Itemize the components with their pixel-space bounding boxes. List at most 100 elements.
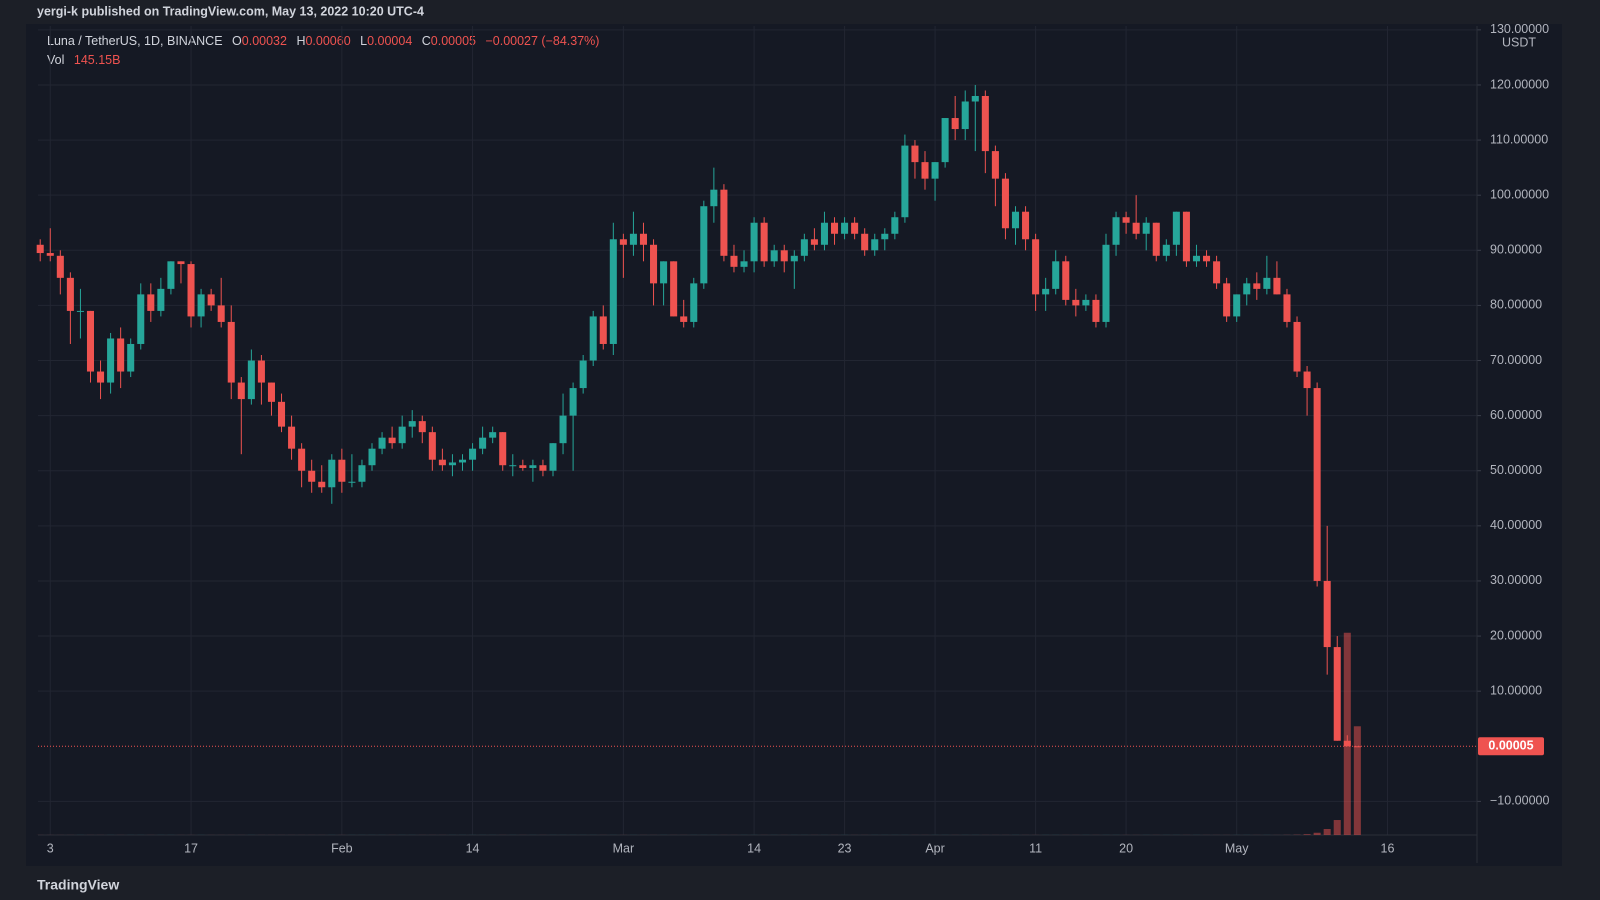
volume-legend: Vol 145.15B xyxy=(47,53,120,67)
candle-body xyxy=(86,310,95,372)
change: −0.00027 (−84.37%) xyxy=(485,34,599,48)
candle-body xyxy=(609,239,617,344)
candle-body xyxy=(1022,211,1030,240)
candle-body xyxy=(1062,261,1070,300)
candle-body xyxy=(458,459,467,463)
candle-body xyxy=(1213,261,1221,284)
candle-body xyxy=(750,222,758,262)
candle-body xyxy=(207,294,215,306)
candle-body xyxy=(227,321,235,383)
currency-label: USDT xyxy=(1502,35,1536,49)
candle-body xyxy=(107,338,115,383)
x-tick-label: Mar xyxy=(613,841,635,855)
byline: yergi-k published on TradingView.com, Ma… xyxy=(37,4,424,18)
candle-body xyxy=(800,239,808,256)
candle-body xyxy=(247,360,255,400)
candle-body xyxy=(770,250,778,262)
candle-body xyxy=(851,222,859,234)
candle-body xyxy=(36,244,44,254)
candle-body xyxy=(217,305,225,322)
candle-body xyxy=(1313,388,1321,581)
x-tick-label: 14 xyxy=(466,841,480,855)
candle-body xyxy=(1072,299,1080,306)
candle-body xyxy=(911,145,919,163)
candle-body xyxy=(328,459,336,488)
candle-body xyxy=(1223,283,1231,317)
ohlc-key: L xyxy=(360,34,367,48)
volume-bar xyxy=(1353,726,1361,835)
candle-body xyxy=(509,465,517,467)
candle-body xyxy=(428,432,436,460)
candle-body xyxy=(157,288,165,311)
candle-body xyxy=(931,162,939,179)
legend-line: Luna / TetherUS, 1D, BINANCE O0.00032 H0… xyxy=(47,34,599,48)
x-tick-label: Feb xyxy=(331,841,353,855)
candle-body xyxy=(760,222,768,262)
x-tick-label: 20 xyxy=(1119,841,1133,855)
candle-body xyxy=(599,316,607,344)
candle-body xyxy=(1203,255,1211,262)
candle-body xyxy=(1152,222,1160,256)
candle-body xyxy=(267,382,275,402)
candle-body xyxy=(951,118,959,130)
volume-value: 145.15B xyxy=(74,53,121,67)
candle-body xyxy=(790,255,798,262)
candle-body xyxy=(97,371,105,383)
candle-body xyxy=(1273,277,1281,295)
candle-body xyxy=(539,465,547,471)
candle-body xyxy=(991,151,999,179)
candle-body xyxy=(117,338,125,372)
candle-body xyxy=(147,294,155,311)
candle-body xyxy=(519,465,527,468)
ohlc-key: O xyxy=(232,34,242,48)
candle-body xyxy=(298,448,306,471)
y-tick-label: 110.00000 xyxy=(1490,132,1548,146)
candle-body xyxy=(278,401,286,427)
volume-bars xyxy=(36,632,1361,835)
candle-body xyxy=(1243,283,1251,295)
candle-body xyxy=(780,250,788,262)
candle-body xyxy=(559,415,567,444)
candle-body xyxy=(257,360,265,383)
candle-body xyxy=(76,310,84,312)
candle-body xyxy=(961,101,969,130)
grid xyxy=(38,26,1477,835)
candle-body xyxy=(469,448,477,460)
y-tick-label: 40.00000 xyxy=(1490,518,1542,532)
candle-body xyxy=(1001,178,1009,229)
ohlc-value: 0.00005 xyxy=(431,34,476,48)
y-tick-label: 130.00000 xyxy=(1490,22,1549,36)
candle-body xyxy=(1253,283,1261,289)
y-tick-label: 70.00000 xyxy=(1490,353,1542,367)
candle-body xyxy=(1122,217,1130,223)
candle-body xyxy=(479,437,487,449)
y-tick-label: 60.00000 xyxy=(1490,408,1542,422)
candle-body xyxy=(710,189,718,207)
candle-body xyxy=(489,432,497,438)
candle-body xyxy=(820,222,828,245)
candle-body xyxy=(348,481,356,483)
candle-body xyxy=(740,261,748,267)
x-tick-label: May xyxy=(1225,841,1249,855)
candle-body xyxy=(187,264,195,317)
candle-body xyxy=(1192,255,1200,262)
candle-body xyxy=(670,261,678,317)
y-tick-label: 50.00000 xyxy=(1490,463,1542,477)
candle-body xyxy=(871,239,879,251)
symbol: Luna / TetherUS, 1D, BINANCE xyxy=(47,34,223,48)
candle-body xyxy=(1142,222,1150,234)
candle-body xyxy=(46,253,54,256)
candle-body xyxy=(579,360,587,389)
candle-body xyxy=(650,244,658,284)
candle-body xyxy=(338,459,346,482)
candle-body xyxy=(1092,299,1100,322)
last-price-label: 0.00005 xyxy=(1488,739,1533,753)
candle-body xyxy=(981,95,989,152)
y-tick-label: 80.00000 xyxy=(1490,298,1542,312)
candle-body xyxy=(810,239,818,245)
x-tick-label: 11 xyxy=(1029,841,1042,855)
candle-body xyxy=(660,261,668,284)
volume-bar xyxy=(1333,820,1341,835)
